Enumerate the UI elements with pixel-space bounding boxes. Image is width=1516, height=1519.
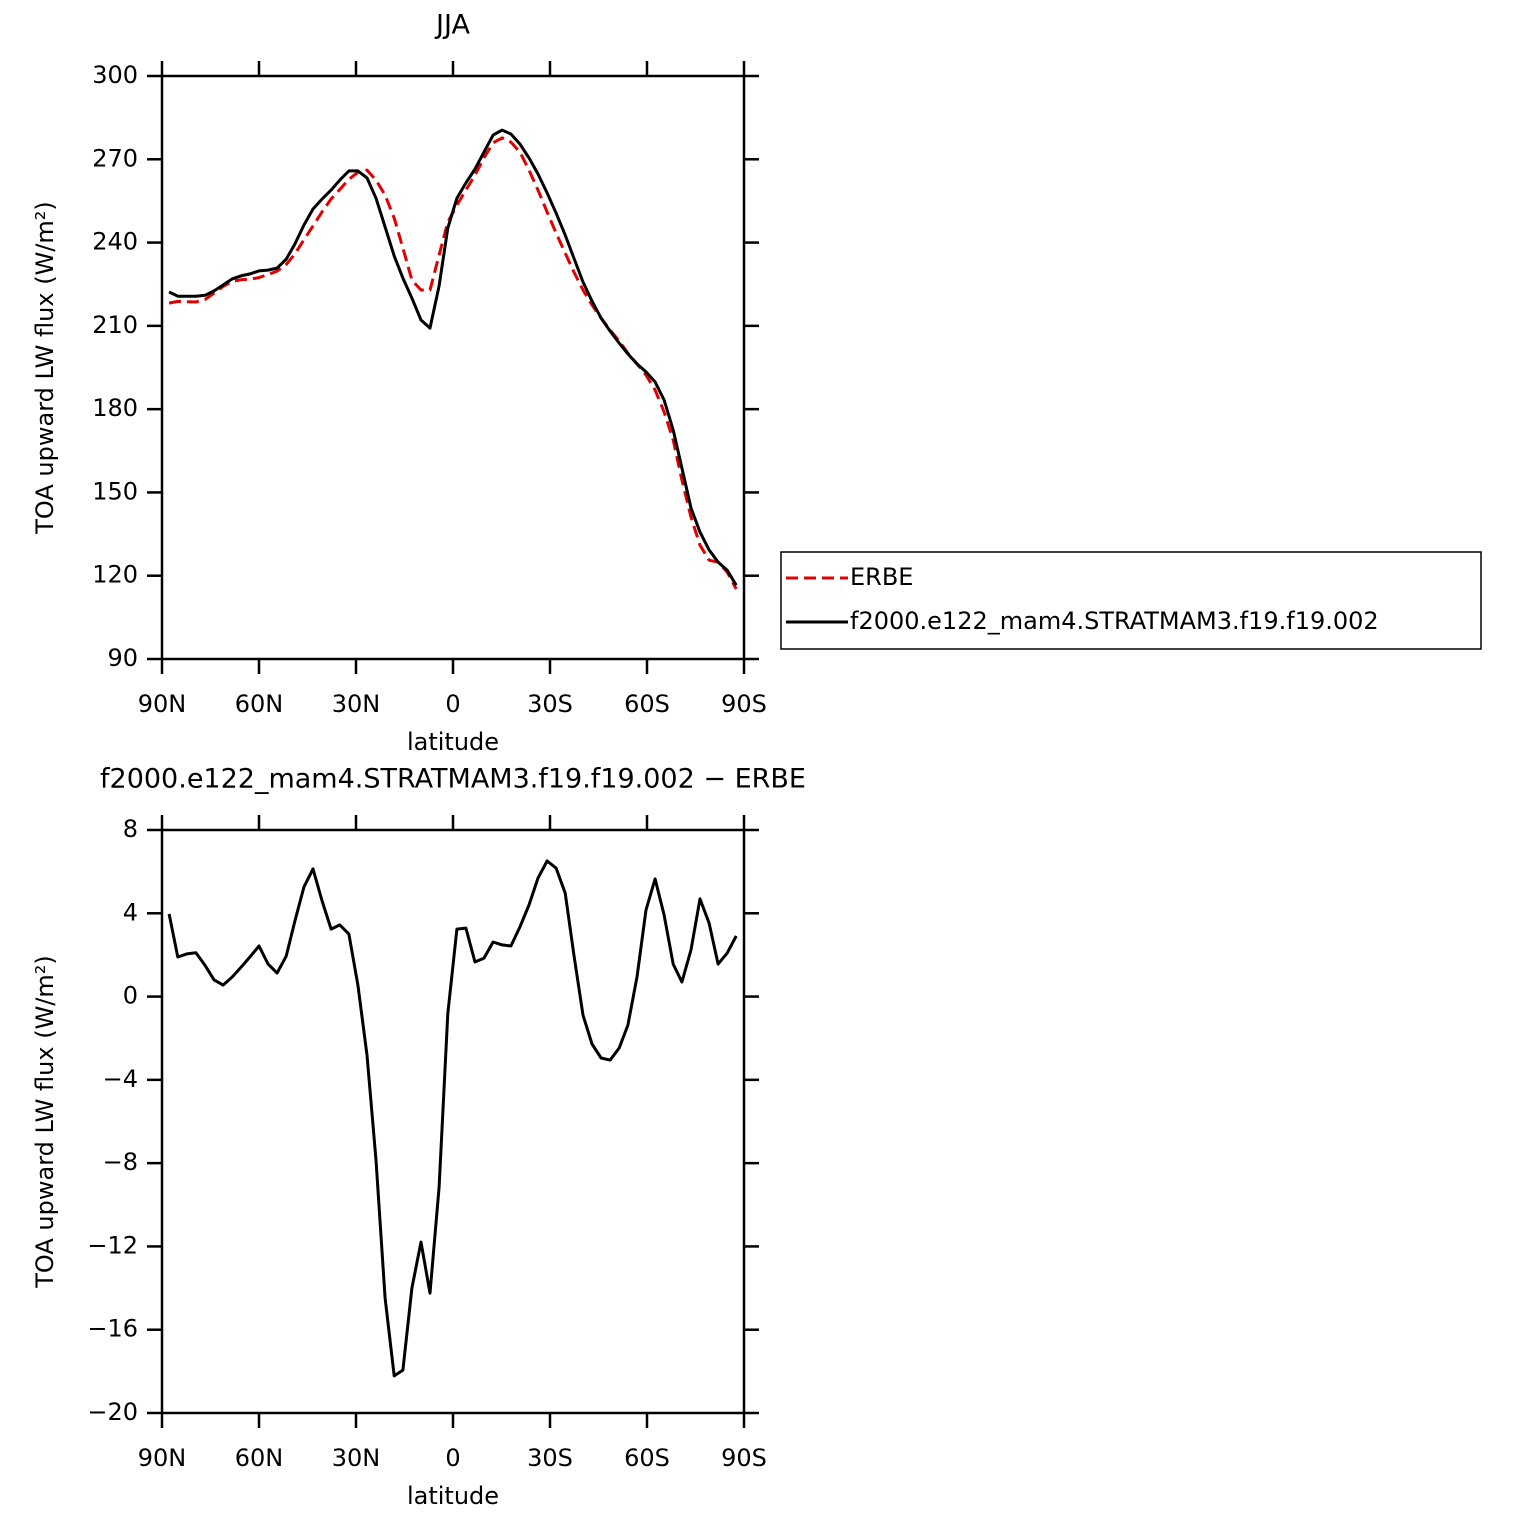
- x-tick-label: 0: [445, 690, 460, 718]
- y-axis-label: TOA upward LW flux (W/m²): [31, 955, 59, 1289]
- x-axis-label: latitude: [407, 1482, 499, 1510]
- y-axis-label: TOA upward LW flux (W/m²): [31, 201, 59, 535]
- x-tick-label: 30S: [527, 1444, 573, 1472]
- x-tick-label: 60N: [235, 690, 284, 718]
- y-tick-label: −16: [87, 1315, 138, 1343]
- x-tick-label: 30N: [332, 690, 381, 718]
- x-tick-label: 30S: [527, 690, 573, 718]
- y-tick-label: 0: [123, 982, 138, 1010]
- legend-label: ERBE: [850, 563, 913, 591]
- chart-title: JJA: [434, 10, 470, 41]
- y-tick-label: 270: [92, 144, 138, 172]
- y-tick-label: −20: [87, 1398, 138, 1426]
- y-tick-label: 180: [92, 394, 138, 422]
- y-tick-label: 240: [92, 228, 138, 256]
- x-tick-label: 90S: [721, 690, 767, 718]
- plot-frame: [160, 74, 746, 661]
- y-tick-label: −8: [103, 1148, 138, 1176]
- plot-frame: [160, 828, 746, 1415]
- y-tick-label: 150: [92, 477, 138, 505]
- x-tick-label: 0: [445, 1444, 460, 1472]
- x-tick-label: 90S: [721, 1444, 767, 1472]
- y-tick-label: −4: [103, 1065, 138, 1093]
- x-tick-label: 60S: [624, 1444, 670, 1472]
- y-tick-label: 90: [107, 644, 138, 672]
- x-tick-label: 30N: [332, 1444, 381, 1472]
- x-tick-label: 90N: [138, 690, 187, 718]
- data-line: [167, 859, 738, 1378]
- y-tick-label: −12: [87, 1231, 138, 1259]
- legend-box: [780, 551, 1482, 650]
- x-tick-label: 90N: [138, 1444, 187, 1472]
- y-tick-label: 210: [92, 311, 138, 339]
- y-tick-label: 300: [92, 61, 138, 89]
- data-line: [168, 136, 738, 590]
- y-tick-label: 4: [123, 898, 138, 926]
- x-tick-label: 60S: [624, 690, 670, 718]
- legend-label: f2000.e122_mam4.STRATMAM3.f19.f19.002: [850, 607, 1379, 635]
- y-tick-label: 8: [123, 815, 138, 843]
- y-tick-label: 120: [92, 561, 138, 589]
- x-tick-label: 60N: [235, 1444, 284, 1472]
- x-axis-label: latitude: [407, 728, 499, 756]
- data-line: [168, 128, 738, 586]
- chart-title: f2000.e122_mam4.STRATMAM3.f19.f19.002 − …: [100, 764, 806, 795]
